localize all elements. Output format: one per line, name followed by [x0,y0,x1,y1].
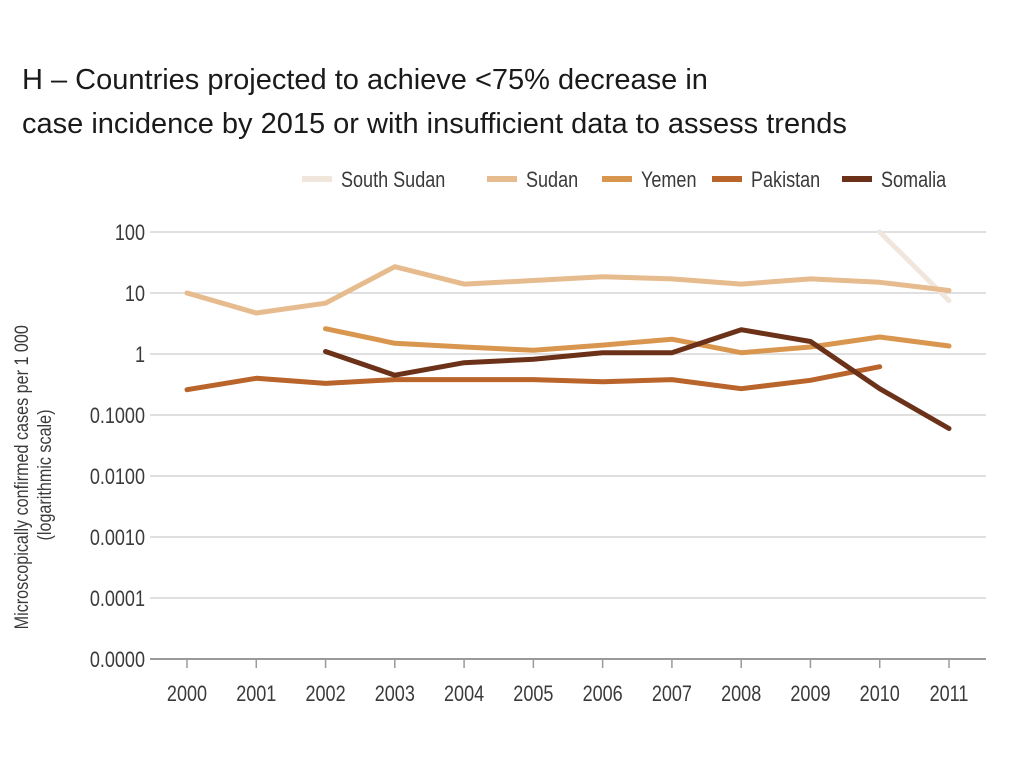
x-tick-label: 2010 [860,682,900,706]
x-tick-label: 2000 [167,682,207,706]
legend-item-pakistan: Pakistan [712,168,820,192]
x-axis-tick-labels: 2000 2001 2002 2003 2004 2005 2006 2007 2008 2009… [167,682,968,706]
series-line-sudan [184,264,952,316]
legend-label: Sudan [526,168,578,192]
gridlines [150,231,986,599]
y-tick-label: 10 [125,282,145,306]
chart-title: H – Countries projected to achieve <75% … [22,58,1012,146]
legend-item-south-sudan: South Sudan [302,168,445,192]
legend-label: Yemen [641,168,696,192]
y-tick-label: 0.0010 [90,526,145,550]
x-axis [150,658,986,668]
chart-title-line-1: H – Countries projected to achieve <75% … [22,64,708,96]
x-tick-label: 2001 [236,682,276,706]
y-axis-label-line-2: (logarithmic scale) [34,410,56,541]
legend-item-somalia: Somalia [842,168,947,192]
legend-label: Pakistan [751,168,820,192]
y-tick-label: 1 [135,343,145,367]
x-tick-label: 2002 [305,682,345,706]
y-axis-label-line-1: Microscopically confirmed cases per 1 00… [11,325,33,629]
series-line-yemen [323,326,952,356]
series-lines [184,229,952,431]
y-axis-tick-labels: 0.0000 0.0001 0.0010 0.0100 0.1000 1 10 100 [90,221,145,672]
x-tick-label: 2006 [583,682,623,706]
x-tick-label: 2004 [444,682,484,706]
y-tick-label: 0.0100 [90,465,145,489]
x-tick-label: 2008 [721,682,761,706]
x-tick-label: 2005 [513,682,553,706]
legend: South Sudan Sudan Yemen Pakistan Somalia [302,168,947,192]
chart-title-line-2: case incidence by 2015 or with insuffici… [22,108,847,140]
x-tick-label: 2007 [652,682,692,706]
series-line-pakistan [184,364,883,393]
y-tick-label: 0.0001 [90,587,145,611]
legend-item-sudan: Sudan [487,168,578,192]
legend-label: South Sudan [341,168,445,192]
x-tick-label: 2009 [790,682,830,706]
y-tick-label: 100 [115,221,145,245]
y-tick-label: 0.1000 [90,404,145,428]
y-tick-label: 0.0000 [90,648,145,672]
legend-label: Somalia [881,168,947,192]
y-axis-label: Microscopically confirmed cases per 1 00… [11,321,56,630]
series-line-somalia [323,327,952,431]
x-tick-label: 2003 [375,682,415,706]
legend-item-yemen: Yemen [602,168,696,192]
x-tick-label: 2011 [930,682,969,706]
